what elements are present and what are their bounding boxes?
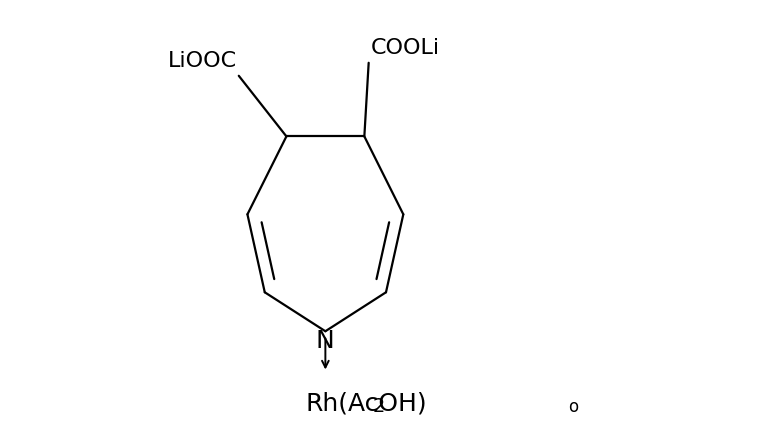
Text: o: o [568, 397, 578, 416]
Text: Rh(AcOH): Rh(AcOH) [306, 392, 427, 416]
Text: LiOOC: LiOOC [168, 52, 237, 71]
Text: N: N [316, 329, 335, 353]
Text: 2: 2 [373, 397, 386, 416]
Text: COOLi: COOLi [371, 39, 440, 58]
